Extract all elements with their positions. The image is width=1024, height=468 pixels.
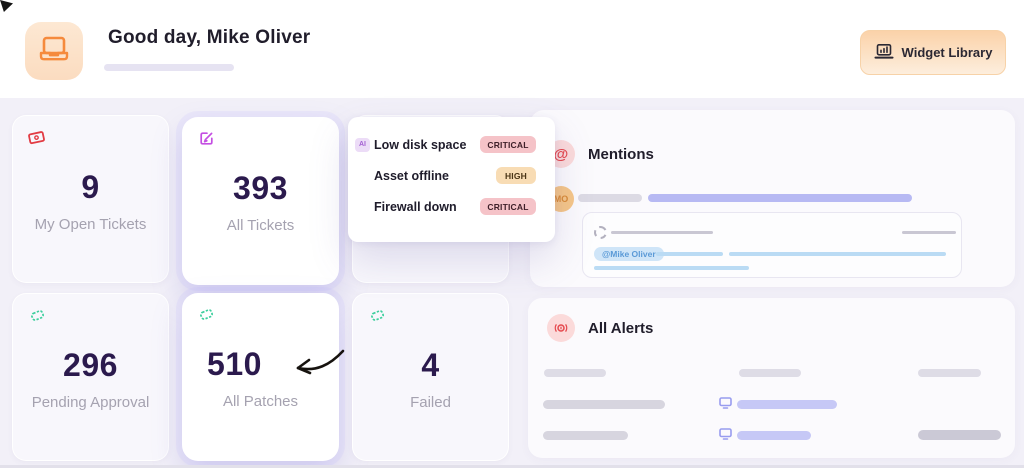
- ai-badge: AI: [355, 137, 370, 152]
- widget-library-icon: [874, 43, 894, 63]
- gear-icon: [594, 226, 607, 239]
- patch-icon: [196, 306, 216, 326]
- siren-icon: [547, 314, 575, 342]
- skeleton-bar: [594, 266, 749, 270]
- dashboard-logo-tile: [25, 22, 83, 80]
- window-bottom-edge: [0, 465, 1024, 468]
- all-alerts-panel: All Alerts: [528, 298, 1015, 458]
- alert-title: Asset offline: [374, 168, 450, 183]
- stat-label: All Tickets: [226, 217, 295, 234]
- alerts-popup: AI Low disk space CRITICAL Asset offline…: [348, 117, 555, 242]
- stat-value: 296: [63, 347, 118, 383]
- severity-badge-critical: CRITICAL: [480, 136, 536, 153]
- skeleton-bar: [902, 231, 956, 234]
- stat-card-all-patches[interactable]: 510 All Patches: [182, 293, 339, 461]
- monitor-icon: [718, 396, 733, 410]
- stat-label: My Open Tickets: [34, 216, 147, 233]
- laptop-icon: [37, 34, 71, 69]
- stat-card-all-tickets[interactable]: 393 All Tickets: [182, 117, 339, 285]
- skeleton-bar: [739, 369, 801, 377]
- mentions-title: Mentions: [588, 146, 654, 163]
- title-underline-bar: [104, 64, 234, 71]
- mentions-panel: @ Mentions MO @Mike Oliver: [530, 110, 1015, 287]
- mention-chip[interactable]: @Mike Oliver: [594, 247, 664, 261]
- stat-label: All Patches: [222, 393, 299, 410]
- severity-badge-critical: CRITICAL: [480, 198, 536, 215]
- ticket-icon: [27, 129, 47, 149]
- skeleton-bar: [544, 369, 606, 377]
- all-alerts-title: All Alerts: [588, 320, 654, 337]
- alert-title: Firewall down: [374, 199, 457, 214]
- skeleton-bar: [918, 369, 981, 377]
- widget-library-button[interactable]: Widget Library: [860, 30, 1006, 75]
- skeleton-bar: [918, 430, 1001, 440]
- widget-library-label: Widget Library: [901, 45, 993, 60]
- skeleton-bar: [656, 252, 723, 256]
- stat-value: 4: [421, 347, 440, 383]
- skeleton-bar: [729, 252, 946, 256]
- edit-icon: [196, 130, 216, 150]
- annotation-arrow: [296, 349, 345, 375]
- mention-preview-box[interactable]: @Mike Oliver: [582, 212, 962, 278]
- skeleton-bar: [737, 400, 837, 409]
- stat-value: 393: [233, 170, 288, 206]
- skeleton-bar: [648, 194, 912, 202]
- stat-label: Failed: [410, 394, 451, 411]
- skeleton-bar: [737, 431, 811, 440]
- severity-badge-high: HIGH: [496, 167, 536, 184]
- stat-label: Pending Approval: [31, 394, 150, 411]
- patch-icon: [367, 307, 387, 327]
- page-title: Good day, Mike Oliver: [108, 27, 311, 48]
- skeleton-bar: [543, 400, 665, 409]
- alert-title: Low disk space: [374, 137, 467, 152]
- stat-card-my-open-tickets[interactable]: 9 My Open Tickets: [12, 115, 169, 283]
- stat-value: 510: [207, 346, 262, 382]
- alert-row-firewall-down[interactable]: Firewall down CRITICAL: [355, 191, 536, 222]
- stat-card-pending-approval[interactable]: 296 Pending Approval: [12, 293, 169, 461]
- skeleton-bar: [543, 431, 628, 440]
- monitor-icon: [718, 427, 733, 441]
- patch-icon: [27, 307, 47, 327]
- alert-row-low-disk-space[interactable]: AI Low disk space CRITICAL: [355, 129, 536, 160]
- stat-value: 9: [81, 169, 100, 205]
- skeleton-bar: [578, 194, 642, 202]
- stat-card-failed[interactable]: 4 Failed: [352, 293, 509, 461]
- alert-row-asset-offline[interactable]: Asset offline HIGH: [355, 160, 536, 191]
- header: [0, 0, 1024, 98]
- skeleton-bar: [611, 231, 713, 234]
